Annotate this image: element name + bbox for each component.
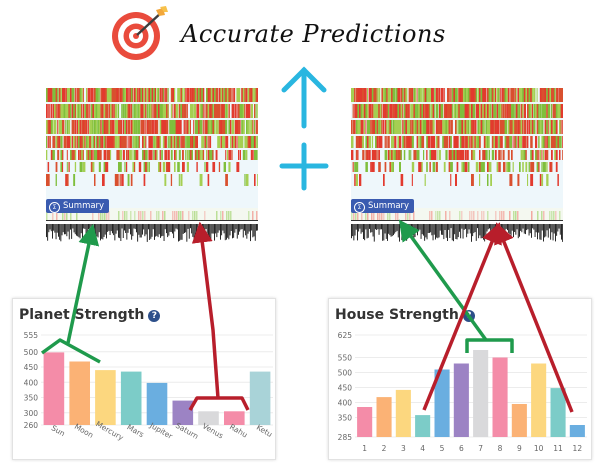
- x-tick-label: Sun: [50, 423, 67, 438]
- bar: [473, 350, 489, 437]
- y-tick-label: 625: [338, 331, 353, 340]
- bar: [198, 411, 219, 425]
- bar: [550, 388, 566, 437]
- bar: [531, 363, 547, 437]
- sigma-icon: Σ: [354, 202, 365, 213]
- bar: [69, 361, 90, 425]
- bar: [172, 400, 194, 425]
- bar: [376, 397, 392, 437]
- summary-strip: [351, 208, 563, 220]
- x-tick-label: 8: [498, 444, 503, 453]
- x-tick-label: 7: [478, 444, 483, 453]
- bar: [120, 371, 142, 425]
- bar: [146, 382, 168, 425]
- y-tick-label: 400: [338, 399, 353, 408]
- bar: [357, 407, 373, 437]
- x-tick-label: 12: [573, 444, 583, 453]
- y-tick-label: 260: [24, 421, 39, 430]
- y-tick-label: 350: [24, 394, 39, 403]
- x-tick-label: 3: [401, 444, 406, 453]
- bar: [453, 363, 469, 437]
- y-tick-label: 550: [338, 354, 353, 363]
- x-tick-label: 11: [553, 444, 563, 453]
- x-tick-label: 4: [420, 444, 425, 453]
- bar: [492, 357, 508, 437]
- y-tick-label: 500: [338, 369, 353, 378]
- bar: [415, 415, 431, 437]
- bar: [569, 425, 585, 437]
- summary-panel-left: Σ Summary: [46, 88, 259, 248]
- y-tick-label: 285: [338, 433, 353, 442]
- summary-tab[interactable]: Σ Summary: [46, 199, 110, 213]
- bar: [395, 389, 411, 437]
- target-icon: [110, 6, 170, 62]
- bar: [511, 404, 527, 437]
- summary-panel-right: Σ Summary: [351, 88, 564, 248]
- summary-tab[interactable]: Σ Summary: [351, 199, 415, 213]
- up-arrow-icon: [281, 66, 327, 129]
- waveform: [351, 224, 564, 246]
- x-tick-label: 2: [382, 444, 387, 453]
- bar: [434, 369, 450, 437]
- x-tick-label: 9: [517, 444, 522, 453]
- bar: [249, 371, 271, 425]
- bar: [43, 352, 65, 425]
- x-tick-label: 5: [440, 444, 445, 453]
- waveform: [46, 224, 259, 246]
- bar: [224, 411, 245, 425]
- y-tick-label: 300: [24, 409, 39, 418]
- x-tick-label: 1: [362, 444, 367, 453]
- help-icon[interactable]: ?: [148, 310, 161, 322]
- page-title: Accurate Predictions: [181, 20, 446, 48]
- house-strength-card: House Strength? 625 550 500 450 400 350 285 1 2 3…: [328, 298, 592, 460]
- y-tick-label: 350: [338, 414, 353, 423]
- planet-strength-card: Planet Strength? 555 500 450 400 350 300 260 Su…: [12, 298, 276, 460]
- bar: [95, 370, 116, 425]
- y-tick-label: 400: [24, 378, 39, 387]
- y-tick-label: 555: [24, 331, 39, 340]
- plus-icon: [279, 142, 329, 191]
- x-tick-label: 6: [459, 444, 464, 453]
- y-tick-label: 450: [24, 363, 39, 372]
- heatmap: [351, 88, 563, 208]
- x-tick-label: 10: [534, 444, 544, 453]
- heatmap: [46, 88, 258, 208]
- y-tick-label: 450: [338, 384, 353, 393]
- sigma-icon: Σ: [49, 202, 60, 213]
- y-tick-label: 500: [24, 348, 39, 357]
